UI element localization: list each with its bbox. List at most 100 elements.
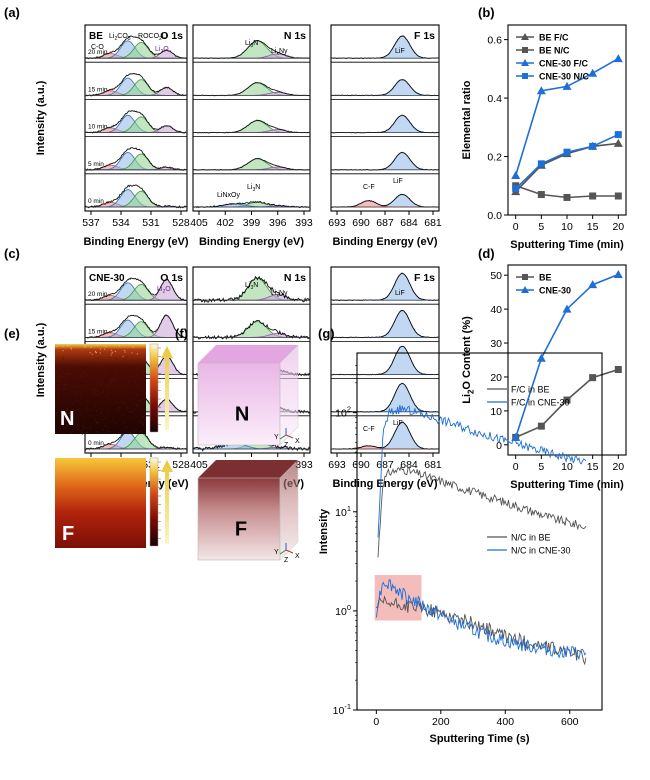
map-speckle xyxy=(80,414,82,416)
map-speckle xyxy=(104,425,106,427)
xps-panel-be: 537 534 531 528 405 402 399 396 393 693 690 687 684 6… xyxy=(35,24,442,248)
map-speckle xyxy=(120,372,122,374)
x-tick-label: 5 xyxy=(538,221,544,233)
plot-frame xyxy=(356,352,603,711)
peak-label-lif: LiF xyxy=(395,48,405,55)
x-axis-title: Sputtering Time (min) xyxy=(510,239,624,251)
spectrum-envelope xyxy=(330,309,439,339)
map-speckle xyxy=(81,433,83,435)
map-speckle xyxy=(136,367,138,369)
x-axis-title: Binding Energy (eV) xyxy=(199,236,304,248)
map-speckle xyxy=(111,366,113,368)
legend-label: CNE-30 F/C xyxy=(539,59,589,69)
map-speckle xyxy=(122,355,124,357)
map-speckle xyxy=(83,372,85,374)
xps-frame xyxy=(330,24,440,212)
time-label: 5 min xyxy=(88,161,104,168)
map-speckle xyxy=(60,376,62,378)
x-axis-title: Binding Energy (eV) xyxy=(83,236,188,248)
map-speckle xyxy=(87,410,89,412)
map-speckle xyxy=(96,421,98,423)
map-speckle xyxy=(114,350,116,352)
n1s-title: N 1s xyxy=(284,30,306,42)
spectrum-envelope xyxy=(84,277,188,302)
map-speckle xyxy=(56,366,58,368)
x-tick-label: 681 xyxy=(424,459,442,471)
map-speckle xyxy=(129,399,131,401)
data-point-square xyxy=(589,142,597,150)
y-tick-label: 40 xyxy=(490,304,502,316)
map-speckle xyxy=(65,383,67,385)
map-speckle xyxy=(108,403,110,405)
map-speckle xyxy=(59,375,61,377)
map-speckle xyxy=(126,407,128,409)
data-point-triangle xyxy=(562,304,572,313)
y-axis-title: Intensity (a.u.) xyxy=(35,322,47,397)
map-speckle xyxy=(76,409,78,411)
map-speckle xyxy=(103,381,105,383)
f1s-title: F 1s xyxy=(414,272,435,284)
x-axis-title: Binding Energy (eV) xyxy=(332,236,437,248)
map-speckle xyxy=(143,424,145,426)
legend-marker xyxy=(522,73,528,79)
series-line xyxy=(375,579,587,661)
panel-label-e: (e) xyxy=(4,326,20,341)
x-tick-label: 393 xyxy=(295,217,313,229)
cube-n-label: N xyxy=(235,403,249,425)
map-speckle xyxy=(135,403,137,405)
map-speckle xyxy=(99,348,101,350)
data-point-square xyxy=(537,191,545,199)
data-point-square xyxy=(589,374,597,382)
map-speckle xyxy=(124,351,126,353)
x-tick-label: 0 xyxy=(373,716,379,728)
map-speckle xyxy=(131,433,133,435)
legend-label: N/C in CNE-30 xyxy=(511,546,571,556)
map-speckle xyxy=(63,384,65,386)
map-speckle xyxy=(93,393,95,395)
panel-label-f: (f) xyxy=(175,326,188,341)
map-speckle xyxy=(67,364,69,366)
axis-label-x: X xyxy=(295,438,300,445)
spectrum-envelope xyxy=(330,272,440,302)
map-speckle xyxy=(131,352,133,354)
f1s-title: F 1s xyxy=(414,30,435,42)
map-speckle xyxy=(97,366,99,368)
data-point-square xyxy=(614,131,622,139)
map-speckle xyxy=(123,401,125,403)
legend-label: BE xyxy=(539,273,552,283)
spectrum-envelope xyxy=(330,151,440,171)
time-label: 10 min xyxy=(88,124,108,131)
map-speckle xyxy=(100,383,102,385)
legend-label: BE N/C xyxy=(539,46,570,56)
map-speckle xyxy=(95,351,97,353)
cube-f-label: F xyxy=(235,518,247,540)
legend-label: CNE-30 N/C xyxy=(539,72,590,82)
peak-label-lixny: LixNy xyxy=(271,290,288,299)
colorbar-arrow xyxy=(161,460,173,544)
map-speckle xyxy=(89,352,91,354)
panel-labels: (a) (b) (c) (d) (e) (f) (g) xyxy=(4,5,495,341)
map-speckle xyxy=(111,351,113,353)
cube-n-top xyxy=(198,345,298,363)
data-point-triangle xyxy=(588,280,598,289)
colorbar-arrow xyxy=(161,346,173,430)
map-speckle xyxy=(103,418,105,420)
map-speckle xyxy=(64,384,66,386)
map-speckle xyxy=(126,426,128,428)
map-speckle xyxy=(96,422,98,424)
map-speckle xyxy=(67,345,69,347)
map-speckle xyxy=(55,376,57,378)
n1s-title: N 1s xyxy=(284,272,306,284)
o1s-title: O 1s xyxy=(160,272,183,284)
spectrum-envelope xyxy=(84,184,188,209)
panel-label-g: (g) xyxy=(318,326,335,341)
map-speckle xyxy=(137,405,139,407)
x-tick-label: 393 xyxy=(295,459,313,471)
time-label: 15 min xyxy=(88,328,108,335)
map-speckle xyxy=(63,388,65,390)
map-speckle xyxy=(123,427,125,429)
x-tick-label: 400 xyxy=(497,716,515,728)
map-speckle xyxy=(89,415,91,417)
series-line xyxy=(376,595,587,666)
